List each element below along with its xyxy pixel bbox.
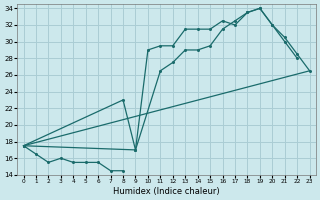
X-axis label: Humidex (Indice chaleur): Humidex (Indice chaleur): [113, 187, 220, 196]
